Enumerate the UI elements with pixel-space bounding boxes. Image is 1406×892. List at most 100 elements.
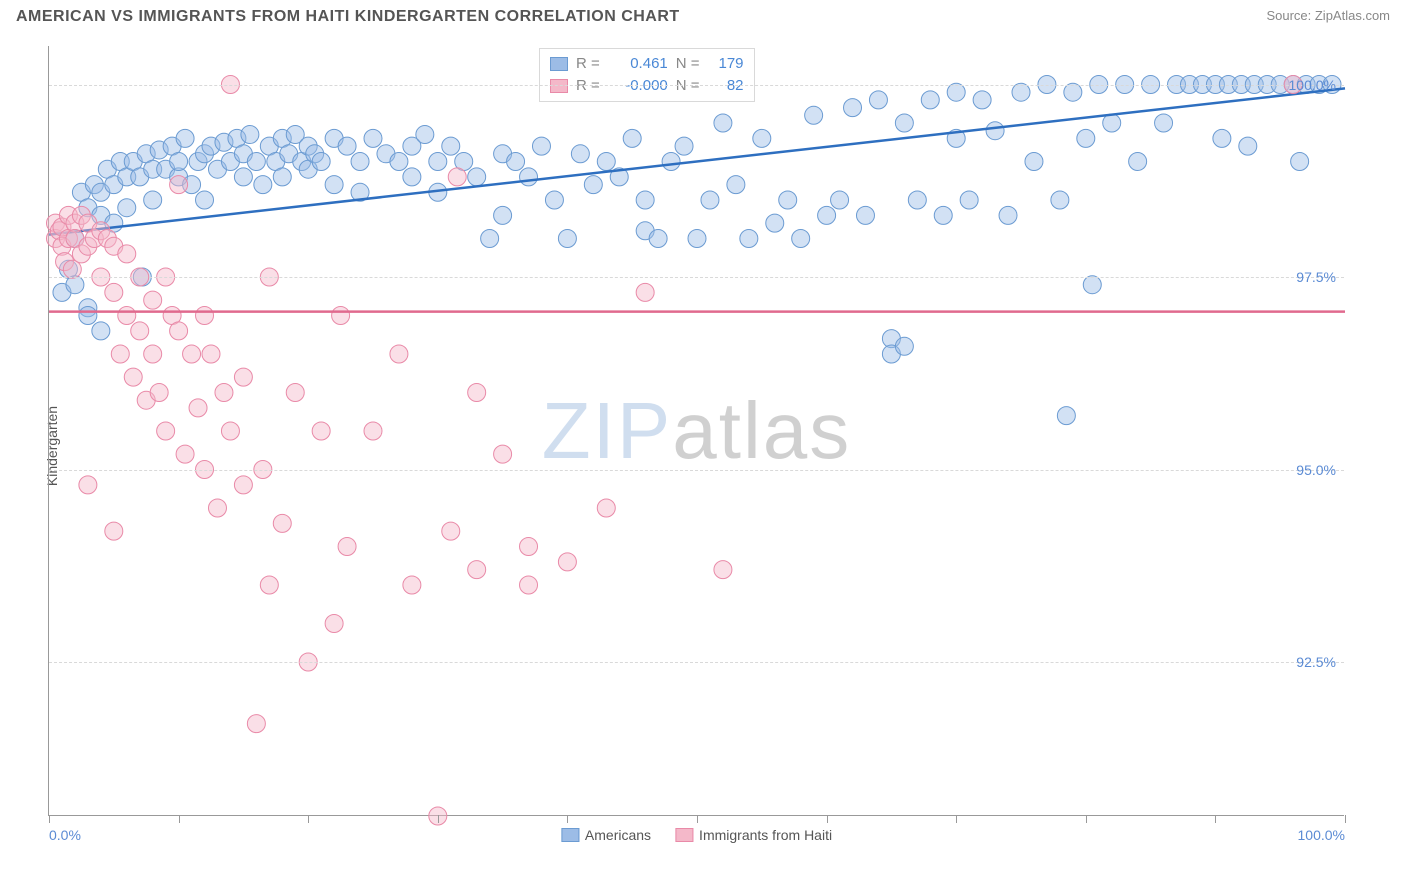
data-point bbox=[105, 522, 123, 540]
data-point bbox=[558, 230, 576, 248]
x-tick bbox=[308, 815, 309, 823]
data-point bbox=[960, 191, 978, 209]
data-point bbox=[144, 191, 162, 209]
data-point bbox=[727, 176, 745, 194]
gridline bbox=[49, 662, 1344, 663]
data-point bbox=[597, 153, 615, 171]
data-point bbox=[390, 345, 408, 363]
data-point bbox=[1129, 153, 1147, 171]
data-point bbox=[1064, 83, 1082, 101]
data-point bbox=[234, 168, 252, 186]
data-point bbox=[247, 153, 265, 171]
data-point bbox=[79, 476, 97, 494]
data-point bbox=[338, 137, 356, 155]
data-point bbox=[1051, 191, 1069, 209]
legend-swatch-haiti bbox=[675, 828, 693, 842]
data-point bbox=[254, 176, 272, 194]
data-point bbox=[481, 230, 499, 248]
data-point bbox=[338, 538, 356, 556]
data-point bbox=[1025, 153, 1043, 171]
data-point bbox=[170, 322, 188, 340]
legend-item-americans: Americans bbox=[561, 827, 651, 843]
data-point bbox=[105, 283, 123, 301]
chart-svg bbox=[49, 46, 1344, 815]
data-point bbox=[1155, 114, 1173, 132]
data-point bbox=[986, 122, 1004, 140]
n-value-americans: 179 bbox=[708, 53, 744, 75]
x-tick bbox=[179, 815, 180, 823]
x-tick bbox=[49, 815, 50, 823]
data-point bbox=[247, 715, 265, 733]
data-point bbox=[364, 129, 382, 147]
x-tick-label: 100.0% bbox=[1298, 827, 1345, 843]
data-point bbox=[1213, 129, 1231, 147]
legend-row-haiti: R = -0.000 N = 82 bbox=[550, 75, 744, 97]
correlation-legend: R = 0.461 N = 179 R = -0.000 N = 82 bbox=[539, 48, 755, 102]
data-point bbox=[183, 345, 201, 363]
data-point bbox=[520, 168, 538, 186]
data-point bbox=[688, 230, 706, 248]
gridline bbox=[49, 85, 1344, 86]
x-tick bbox=[1215, 815, 1216, 823]
chart-title: AMERICAN VS IMMIGRANTS FROM HAITI KINDER… bbox=[16, 8, 680, 26]
data-point bbox=[1012, 83, 1030, 101]
data-point bbox=[442, 137, 460, 155]
series-legend: Americans Immigrants from Haiti bbox=[561, 827, 832, 843]
data-point bbox=[649, 230, 667, 248]
data-point bbox=[416, 126, 434, 144]
data-point bbox=[1077, 129, 1095, 147]
data-point bbox=[92, 322, 110, 340]
data-point bbox=[364, 422, 382, 440]
r-value-americans: 0.461 bbox=[608, 53, 668, 75]
data-point bbox=[468, 561, 486, 579]
chart-plot-area: ZIPatlas R = 0.461 N = 179 R = -0.000 N … bbox=[48, 46, 1344, 816]
data-point bbox=[118, 307, 136, 325]
data-point bbox=[150, 384, 168, 402]
data-point bbox=[714, 114, 732, 132]
data-point bbox=[623, 129, 641, 147]
data-point bbox=[856, 206, 874, 224]
data-point bbox=[429, 153, 447, 171]
data-point bbox=[714, 561, 732, 579]
data-point bbox=[753, 129, 771, 147]
data-point bbox=[144, 291, 162, 309]
data-point bbox=[1083, 276, 1101, 294]
x-tick bbox=[567, 815, 568, 823]
data-point bbox=[312, 422, 330, 440]
data-point bbox=[740, 230, 758, 248]
data-point bbox=[157, 422, 175, 440]
data-point bbox=[196, 307, 214, 325]
gridline bbox=[49, 470, 1344, 471]
data-point bbox=[494, 445, 512, 463]
n-value-haiti: 82 bbox=[708, 75, 744, 97]
data-point bbox=[332, 307, 350, 325]
data-point bbox=[325, 176, 343, 194]
data-point bbox=[468, 168, 486, 186]
data-point bbox=[215, 384, 233, 402]
data-point bbox=[507, 153, 525, 171]
x-tick bbox=[827, 815, 828, 823]
data-point bbox=[947, 83, 965, 101]
data-point bbox=[131, 322, 149, 340]
x-tick bbox=[438, 815, 439, 823]
data-point bbox=[312, 153, 330, 171]
x-tick-label: 0.0% bbox=[49, 827, 81, 843]
data-point bbox=[118, 199, 136, 217]
legend-item-haiti: Immigrants from Haiti bbox=[675, 827, 832, 843]
data-point bbox=[779, 191, 797, 209]
data-point bbox=[584, 176, 602, 194]
x-tick bbox=[956, 815, 957, 823]
r-label: R = bbox=[576, 75, 600, 97]
data-point bbox=[118, 245, 136, 263]
legend-label-haiti: Immigrants from Haiti bbox=[699, 827, 832, 843]
legend-swatch-americans bbox=[561, 828, 579, 842]
data-point bbox=[124, 368, 142, 386]
y-tick-label: 97.5% bbox=[1296, 269, 1336, 285]
data-point bbox=[999, 206, 1017, 224]
x-tick bbox=[697, 815, 698, 823]
y-tick-label: 100.0% bbox=[1289, 77, 1336, 93]
data-point bbox=[520, 576, 538, 594]
source-attribution: Source: ZipAtlas.com bbox=[1266, 8, 1390, 23]
r-value-haiti: -0.000 bbox=[608, 75, 668, 97]
data-point bbox=[558, 553, 576, 571]
